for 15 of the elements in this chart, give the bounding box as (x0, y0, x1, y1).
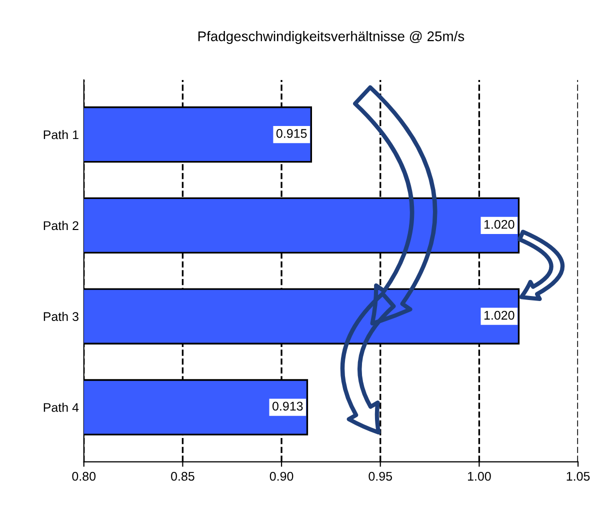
x-tick-label: 0.90 (270, 472, 294, 481)
y-tick-label: Path 1 (44, 130, 78, 140)
x-tick-label: 1.05 (566, 472, 590, 481)
y-tick-label: Path 2 (44, 220, 78, 230)
data-label: 0.913 (272, 402, 303, 411)
chart-title: Pfadgeschwindigkeitsverhältnisse @ 25m/s (198, 31, 464, 44)
x-tick-label: 0.95 (368, 472, 392, 481)
data-label: 1.020 (484, 310, 514, 320)
data-label: 0.915 (276, 129, 307, 138)
data-label: 1.020 (484, 220, 514, 229)
x-tick-label: 0.80 (72, 472, 96, 481)
x-tick-label: 0.85 (171, 472, 194, 481)
y-tick-label: Path 4 (44, 402, 79, 412)
y-tick-label: Path 3 (44, 312, 78, 322)
x-tick-label: 1.00 (468, 472, 491, 481)
